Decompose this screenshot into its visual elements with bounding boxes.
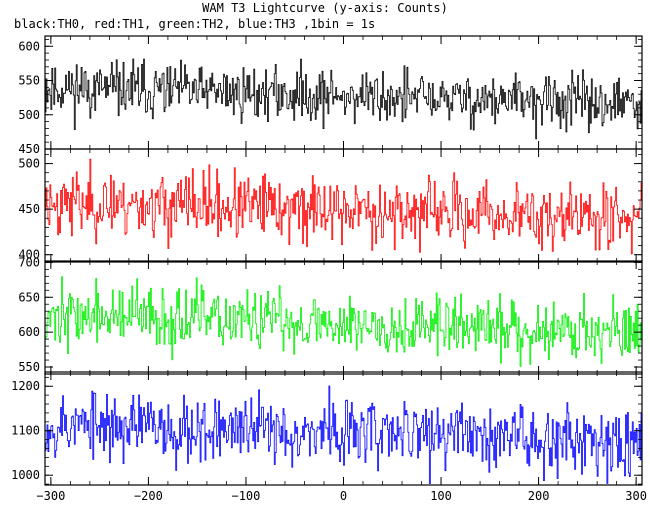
chart-subtitle: black:TH0, red:TH1, green:TH2, blue:TH3 … (14, 17, 376, 31)
y-tick-label: 450 (18, 142, 40, 156)
series-line-th2 (45, 276, 642, 367)
y-tick-label: 1200 (11, 379, 40, 393)
chart-title: WAM T3 Lightcurve (y-axis: Counts) (202, 1, 448, 15)
x-tick-label: 200 (528, 489, 550, 503)
y-tick-label: 500 (18, 157, 40, 171)
y-tick-label: 600 (18, 39, 40, 53)
series-line-th3 (45, 385, 642, 484)
x-tick-label: 300 (625, 489, 647, 503)
y-tick-label: 700 (18, 255, 40, 269)
y-tick-label: 600 (18, 325, 40, 339)
y-tick-label: 550 (18, 74, 40, 88)
y-tick-label: 1100 (11, 424, 40, 438)
y-tick-label: 400 (18, 248, 40, 262)
y-tick-label: 550 (18, 360, 40, 374)
series-line-th0 (45, 58, 642, 140)
y-tick-label: 500 (18, 108, 40, 122)
y-tick-label: 1000 (11, 468, 40, 482)
y-tick-label: 650 (18, 290, 40, 304)
x-tick-label: −100 (231, 489, 260, 503)
x-tick-label: 0 (340, 489, 347, 503)
series-line-th1 (45, 158, 642, 255)
x-tick-label: −200 (134, 489, 163, 503)
panel-frame-th0 (44, 35, 643, 150)
x-tick-label: 100 (430, 489, 452, 503)
y-tick-label: 450 (18, 202, 40, 216)
x-tick-label: −300 (36, 489, 65, 503)
